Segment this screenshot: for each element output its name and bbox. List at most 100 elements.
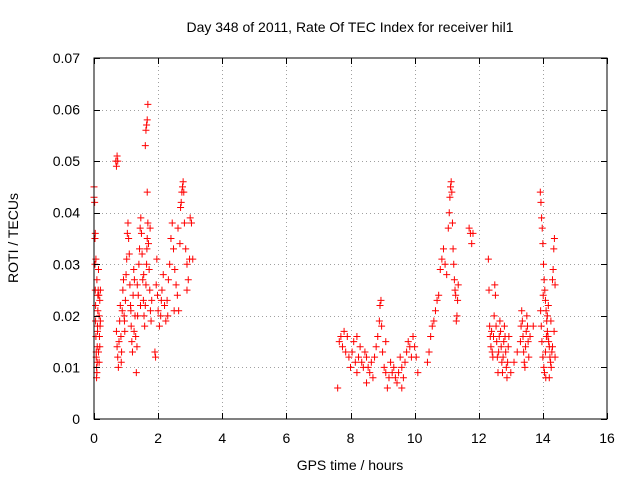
data-point <box>92 255 100 263</box>
data-point <box>130 265 138 273</box>
y-tick-label: 0.02 <box>53 308 80 324</box>
data-point <box>126 281 134 289</box>
data-point <box>144 219 152 227</box>
x-tick-label: 2 <box>154 430 162 446</box>
data-point <box>128 348 136 356</box>
data-point <box>409 332 417 340</box>
y-tick-label: 0 <box>72 411 80 427</box>
data-point <box>179 178 187 186</box>
data-point <box>452 317 460 325</box>
data-point <box>539 240 547 248</box>
data-point <box>117 358 125 366</box>
data-point <box>435 291 443 299</box>
data-point <box>93 276 101 284</box>
data-point <box>497 343 505 351</box>
data-point <box>164 312 172 320</box>
data-point <box>93 369 101 377</box>
data-point <box>497 327 505 335</box>
data-point <box>449 245 457 253</box>
data-point <box>469 229 477 237</box>
data-point <box>485 286 493 294</box>
data-point <box>542 374 550 382</box>
data-point <box>183 260 191 268</box>
data-point <box>158 286 166 294</box>
data-point <box>430 317 438 325</box>
data-point <box>423 358 431 366</box>
data-point <box>517 322 525 330</box>
data-point <box>383 384 391 392</box>
data-point <box>136 245 144 253</box>
data-point <box>539 353 547 361</box>
data-point <box>445 209 453 217</box>
y-tick-label: 0.03 <box>53 256 80 272</box>
data-point <box>145 240 153 248</box>
data-point <box>526 332 534 340</box>
data-point <box>170 307 178 315</box>
data-point <box>139 296 147 304</box>
data-point <box>545 338 553 346</box>
data-point <box>523 312 531 320</box>
data-point <box>153 255 161 263</box>
data-point <box>91 198 99 206</box>
data-point <box>411 343 419 351</box>
data-point <box>92 302 100 310</box>
data-point <box>503 374 511 382</box>
data-point <box>366 369 374 377</box>
data-point <box>343 332 351 340</box>
data-point <box>505 332 513 340</box>
data-point <box>96 286 104 294</box>
data-point <box>378 322 386 330</box>
data-point <box>522 327 530 335</box>
data-point <box>161 302 169 310</box>
data-point <box>348 348 356 356</box>
data-point <box>537 198 545 206</box>
data-point <box>121 327 129 335</box>
data-point <box>143 121 151 129</box>
data-point <box>143 116 151 124</box>
data-point <box>382 338 390 346</box>
data-point <box>447 183 455 191</box>
data-point <box>114 363 122 371</box>
data-point <box>176 240 184 248</box>
data-point <box>95 312 103 320</box>
data-point <box>542 332 550 340</box>
chart-title: Day 348 of 2011, Rate Of TEC Index for r… <box>186 19 513 35</box>
data-point <box>543 312 551 320</box>
data-point <box>436 265 444 273</box>
data-point <box>492 322 500 330</box>
data-point <box>367 358 375 366</box>
data-point <box>516 338 524 346</box>
data-point <box>132 332 140 340</box>
data-point <box>425 348 433 356</box>
data-point <box>143 260 151 268</box>
data-point <box>375 317 383 325</box>
data-point <box>412 353 420 361</box>
y-tick-label: 0.05 <box>53 153 80 169</box>
data-point <box>124 219 132 227</box>
data-point <box>337 332 345 340</box>
data-point <box>364 363 372 371</box>
data-point <box>187 219 195 227</box>
data-point <box>550 235 558 242</box>
data-point <box>361 348 369 356</box>
data-point <box>180 188 188 196</box>
data-point <box>138 250 146 258</box>
x-tick-label: 4 <box>218 430 226 446</box>
data-point <box>94 348 102 356</box>
data-point <box>452 291 460 299</box>
data-point <box>123 255 131 263</box>
data-point <box>427 332 435 340</box>
data-point <box>550 245 558 253</box>
data-point <box>538 224 546 232</box>
x-tick-label: 6 <box>282 430 290 446</box>
data-point <box>490 312 498 320</box>
data-point <box>395 369 403 377</box>
data-point <box>551 353 559 361</box>
data-point <box>444 224 452 232</box>
data-point <box>377 296 385 304</box>
data-point <box>112 162 120 170</box>
data-point <box>134 291 142 299</box>
data-point <box>134 312 142 320</box>
data-point <box>414 369 422 377</box>
data-point <box>499 353 507 361</box>
